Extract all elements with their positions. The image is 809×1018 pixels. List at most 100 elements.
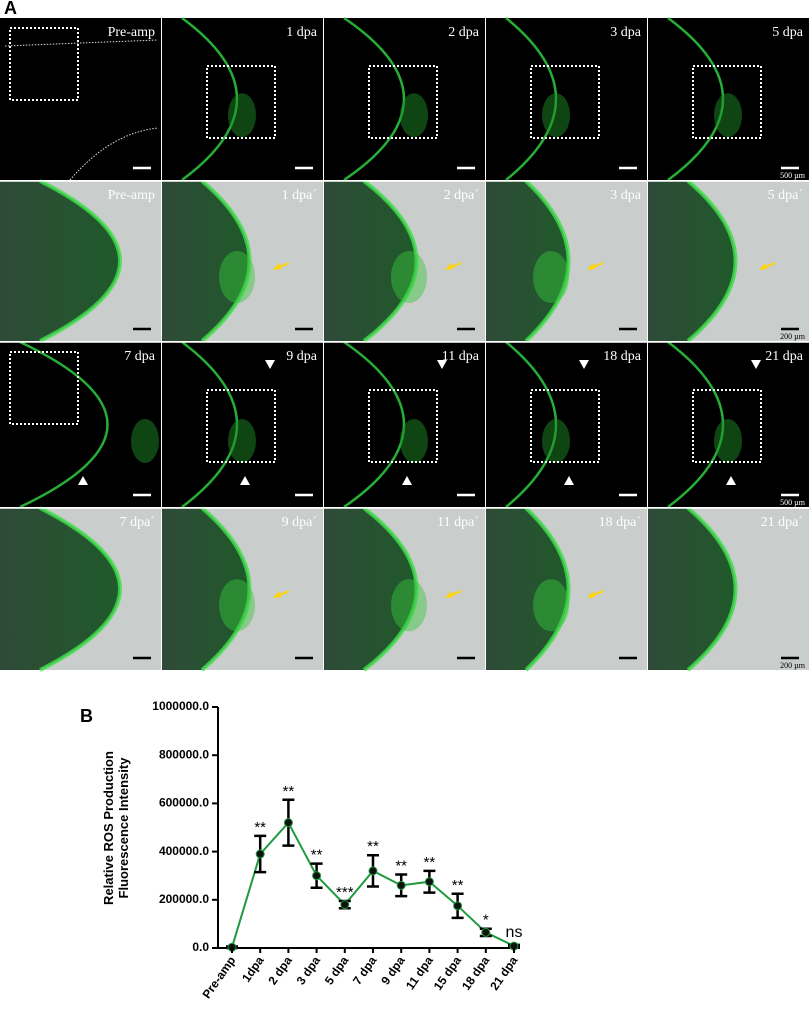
data-point [368, 866, 378, 876]
zoom-box [9, 351, 79, 425]
panel-time-label: 2 dpa [448, 25, 480, 40]
scale-bar-label: 200 µm [780, 332, 806, 341]
tissue [162, 508, 250, 670]
tissue [324, 508, 417, 670]
panel-time-label: 11 dpa [442, 349, 480, 364]
scale-bar-label: 200 µm [780, 661, 806, 670]
panel-time-label: 18 dpa´ [599, 515, 641, 530]
signal [714, 419, 742, 463]
arrowhead [265, 360, 275, 369]
significance-label: ns [506, 924, 523, 941]
x-tick-label: 1dpa [239, 953, 267, 984]
panel-time-label: 7 dpa [124, 349, 156, 364]
signal [533, 579, 569, 632]
signal [228, 93, 256, 138]
tissue [162, 181, 250, 341]
panel-time-label: 3 dpa [610, 25, 642, 40]
arrowhead [78, 476, 88, 485]
zoom-box [9, 27, 79, 101]
signal [219, 579, 255, 632]
signal [228, 419, 256, 463]
outline [69, 127, 159, 181]
panel-time-label: 7 dpa´ [120, 515, 155, 530]
panel-time-label: Pre-amp [108, 188, 155, 203]
data-point [396, 880, 406, 890]
y-tick-label: 400000.0 [159, 844, 209, 858]
tissue-edge [524, 506, 571, 672]
significance-label: ** [395, 857, 407, 874]
panel-time-label: 21 dpa [765, 349, 804, 364]
panel-time-label: 5 dpa [772, 25, 804, 40]
tissue-edge [362, 506, 419, 672]
signal [714, 93, 742, 138]
significance-label: *** [336, 884, 354, 901]
signal [391, 579, 427, 632]
panel-time-label: 9 dpa [286, 349, 318, 364]
y-axis-label: Fluorescence Intensity [116, 757, 131, 899]
tissue-edge [19, 340, 109, 509]
panel-time-label: 11 dpa´ [437, 515, 479, 530]
tissue-edge [686, 506, 738, 672]
zoom-box [530, 65, 600, 139]
arrowhead [751, 360, 761, 369]
arrowhead [273, 263, 281, 270]
x-tick-label: 2 dpa [265, 953, 295, 987]
x-tick-label: 21 dpa [487, 953, 520, 992]
data-point [312, 871, 322, 881]
zoom-box [368, 389, 438, 463]
panel-time-label: 1 dpa [286, 25, 318, 40]
arrowhead [759, 263, 767, 270]
panel-label: A [4, 0, 17, 18]
tissue-edge [343, 16, 406, 182]
arrowhead [726, 476, 736, 485]
significance-label: ** [367, 838, 379, 855]
tissue-edge [39, 179, 122, 343]
micrograph [486, 18, 647, 180]
signal [219, 251, 255, 303]
signal [400, 419, 428, 463]
arrowhead [579, 360, 589, 369]
tissue [0, 508, 120, 670]
arrowhead [564, 476, 574, 485]
significance-label: ** [254, 819, 266, 836]
data-point [255, 849, 265, 859]
tissue-edge [362, 179, 419, 343]
panel-time-label: 9 dpa´ [282, 515, 317, 530]
tissue-edge [39, 506, 122, 672]
tissue [324, 181, 417, 341]
panel-time-label: 2 dpa´ [444, 188, 479, 203]
significance-label: ** [283, 783, 295, 800]
tissue [0, 181, 120, 341]
panel-time-label: 21 dpa´ [761, 515, 803, 530]
data-point [340, 900, 350, 910]
tissue-edge [343, 340, 406, 509]
panel-time-label: Pre-amp [108, 25, 155, 40]
zoom-box [368, 65, 438, 139]
tissue-edge [524, 179, 571, 343]
tissue [486, 181, 569, 341]
micrograph [486, 342, 647, 507]
panel-time-label: 1 dpa´ [282, 188, 317, 203]
arrowhead [240, 476, 250, 485]
data-point [424, 877, 434, 887]
x-tick-label: 7 dpa [350, 953, 380, 987]
panel-time-label: 5 dpa´ [768, 188, 803, 203]
panel-label: B [80, 706, 93, 726]
arrowhead [273, 591, 281, 599]
signal [542, 93, 570, 138]
panel-time-label: 18 dpa [603, 349, 642, 364]
micrograph [0, 342, 161, 507]
arrowhead [587, 591, 595, 599]
zoom-box [692, 389, 762, 463]
x-tick-label: Pre-amp [199, 954, 238, 1001]
x-tick-label: 15 dpa [431, 953, 464, 992]
tissue-edge [686, 179, 738, 343]
significance-label: ** [311, 847, 323, 864]
panel-time-label: 3 dpa [610, 188, 642, 203]
outline [4, 39, 159, 47]
data-point [283, 818, 293, 828]
signal [391, 251, 427, 303]
data-point [481, 927, 491, 937]
x-tick-label: 5 dpa [322, 953, 352, 987]
